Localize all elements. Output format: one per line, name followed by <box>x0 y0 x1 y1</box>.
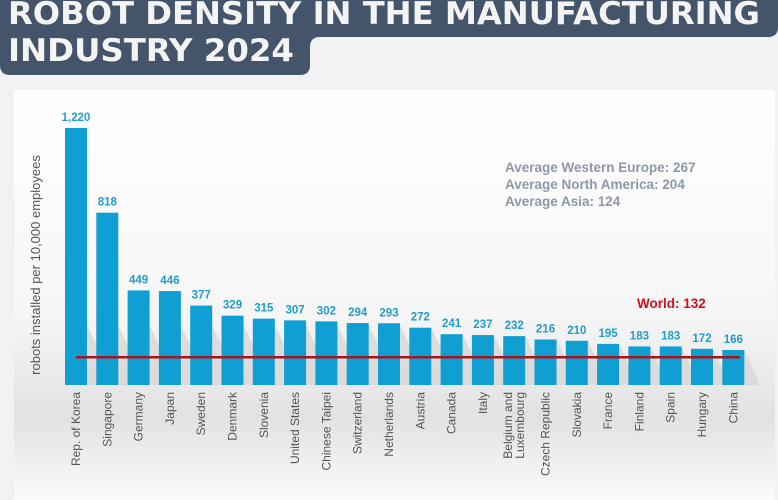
category-label: Denmark <box>226 391 240 441</box>
title-banner <box>0 0 778 75</box>
bar-spain <box>659 346 682 385</box>
value-label: 293 <box>379 307 398 319</box>
category-label: Hungary <box>695 392 709 437</box>
bar-slovakia <box>565 340 588 385</box>
category-label: Austria <box>413 392 427 430</box>
category-label: Netherlands <box>382 392 396 457</box>
category-label: Switzerland <box>351 392 365 454</box>
value-label: 446 <box>160 275 179 287</box>
bar-switzerland <box>346 323 369 385</box>
category-label: Luxembourg <box>513 392 527 459</box>
bar-canada <box>440 334 463 385</box>
y-axis-label: robots installed per 10,000 employees <box>28 155 43 375</box>
category-label: Belgium and <box>501 392 515 459</box>
category-label: Sweden <box>194 392 208 435</box>
value-label: 241 <box>442 318 462 330</box>
value-label: 1,220 <box>62 112 91 124</box>
value-label: 302 <box>317 305 336 317</box>
value-label: 272 <box>411 312 430 324</box>
value-label: 237 <box>473 319 492 331</box>
bar-united-states <box>284 320 307 385</box>
category-label: Spain <box>664 392 678 423</box>
bar-france <box>597 343 620 385</box>
value-label: 377 <box>192 290 211 302</box>
bar-belgium-and-luxembourg <box>503 336 526 385</box>
category-label: Germany <box>132 392 146 441</box>
category-label: Slovenia <box>257 392 271 438</box>
value-label: 449 <box>129 274 148 286</box>
bars-group: 1,220 Rep. of Korea 818 Singapore 449 Germany… <box>62 112 759 476</box>
category-label: France <box>601 392 615 430</box>
category-label: Czech Republic <box>539 392 553 476</box>
bar-finland <box>628 346 651 385</box>
bar-italy <box>471 335 494 385</box>
value-label: 183 <box>661 330 680 342</box>
bar-singapore <box>96 212 119 385</box>
category-label: Japan <box>163 392 177 425</box>
bar-shadow <box>744 350 759 385</box>
bar-rep-of-korea <box>65 128 87 385</box>
value-label: 210 <box>567 325 586 337</box>
bar-china <box>722 350 745 385</box>
value-label: 232 <box>505 320 524 332</box>
value-label: 307 <box>286 304 305 316</box>
average-western-europe: Average Western Europe: 267 <box>505 160 696 175</box>
average-north-america: Average North America: 204 <box>505 177 685 192</box>
category-label: China <box>726 392 740 424</box>
title-line-2: INDUSTRY 2024 <box>8 33 294 69</box>
category-label: Rep. of Korea <box>69 392 83 466</box>
category-label: Canada <box>445 392 459 434</box>
value-label: 183 <box>630 330 649 342</box>
bar-sweden <box>190 305 213 385</box>
category-label: United States <box>288 392 302 464</box>
value-label: 329 <box>223 300 242 312</box>
bar-japan <box>158 291 181 385</box>
bar-germany <box>127 290 150 385</box>
bar-czech-republic <box>534 339 557 385</box>
value-label: 818 <box>98 197 118 209</box>
category-label: Italy <box>476 392 490 414</box>
category-label: Chinese Taipei <box>319 392 333 471</box>
bar-denmark <box>221 315 244 385</box>
bar-hungary <box>691 348 713 385</box>
value-label: 294 <box>348 307 368 319</box>
bar-chinese-taipei <box>315 321 338 385</box>
value-label: 166 <box>724 334 743 346</box>
value-label: 315 <box>254 303 274 315</box>
world-label: World: 132 <box>637 296 706 311</box>
bar-netherlands <box>378 323 400 385</box>
value-label: 172 <box>692 333 711 345</box>
title-line-1: ROBOT DENSITY IN THE MANUFACTURING <box>8 0 760 32</box>
category-label: Singapore <box>100 392 114 447</box>
average-asia: Average Asia: 124 <box>505 194 621 209</box>
value-label: 216 <box>536 323 555 335</box>
bar-slovenia <box>252 318 275 385</box>
value-label: 195 <box>599 328 619 340</box>
category-label: Finland <box>632 392 646 431</box>
category-label: Slovakia <box>570 392 584 438</box>
